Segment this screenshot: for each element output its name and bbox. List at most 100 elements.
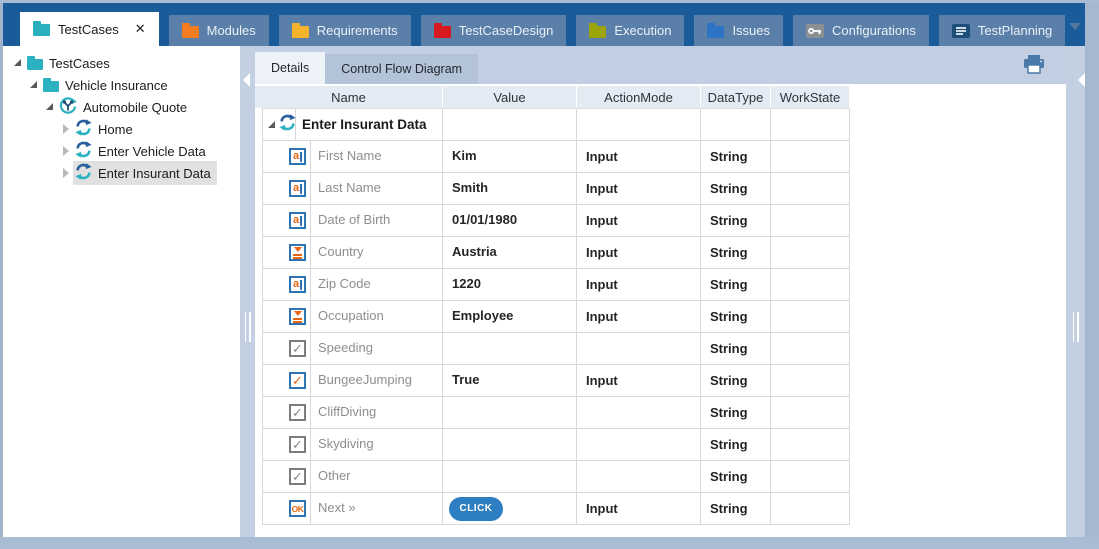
datatype-cell[interactable]: String	[701, 461, 771, 492]
value-cell[interactable]: Austria	[443, 237, 577, 268]
value-cell[interactable]	[443, 461, 577, 492]
tree-item-testcases[interactable]: TestCases	[3, 52, 240, 74]
name-cell[interactable]: First Name	[311, 141, 443, 172]
tree-item-body[interactable]: TestCases	[25, 54, 116, 73]
table-row-occupation[interactable]: Occupation Employee Input String	[262, 301, 850, 333]
collapse-left-icon[interactable]	[243, 73, 250, 87]
tab-issues[interactable]: Issues	[694, 15, 784, 46]
datatype-cell[interactable]: String	[701, 173, 771, 204]
name-cell[interactable]: Zip Code	[311, 269, 443, 300]
tree-item-vehicle-insurance[interactable]: Vehicle Insurance	[3, 74, 240, 96]
tab-testcasedesign[interactable]: TestCaseDesign	[420, 15, 567, 46]
actionmode-cell[interactable]: Input	[577, 173, 701, 204]
expander-open-icon[interactable]	[27, 78, 41, 92]
print-icon[interactable]	[1023, 55, 1045, 74]
value-cell[interactable]	[443, 397, 577, 428]
value-cell[interactable]: 1220	[443, 269, 577, 300]
splitter-grip-icon[interactable]	[1072, 312, 1079, 342]
name-cell[interactable]: Last Name	[311, 173, 443, 204]
value-cell[interactable]: Smith	[443, 173, 577, 204]
tab-testplanning[interactable]: TestPlanning	[938, 15, 1066, 46]
row-icon-gutter[interactable]: OK	[262, 493, 311, 524]
actionmode-cell[interactable]	[577, 397, 701, 428]
tab-requirements[interactable]: Requirements	[278, 15, 411, 46]
datatype-cell[interactable]: String	[701, 269, 771, 300]
expander-closed-icon[interactable]	[59, 144, 73, 158]
root-gutter[interactable]	[262, 109, 296, 140]
empty-cell[interactable]	[701, 109, 771, 140]
tab-configurations[interactable]: Configurations	[793, 15, 929, 46]
workstate-cell[interactable]	[771, 301, 850, 332]
tree-item-automobile-quote[interactable]: Automobile Quote	[3, 96, 240, 118]
empty-cell[interactable]	[771, 109, 850, 140]
table-row-last-name[interactable]: a Last Name Smith Input String	[262, 173, 850, 205]
expander-closed-icon[interactable]	[59, 122, 73, 136]
row-icon-gutter[interactable]	[262, 301, 311, 332]
row-icon-gutter[interactable]: ✓	[262, 461, 311, 492]
name-cell[interactable]: CliffDiving	[311, 397, 443, 428]
column-header-workstate[interactable]: WorkState	[771, 86, 850, 108]
table-row-speeding[interactable]: ✓ Speeding String	[262, 333, 850, 365]
table-row-cliffdiving[interactable]: ✓ CliffDiving String	[262, 397, 850, 429]
row-icon-gutter[interactable]	[262, 237, 311, 268]
actionmode-cell[interactable]: Input	[577, 205, 701, 236]
actionmode-cell[interactable]: Input	[577, 237, 701, 268]
datatype-cell[interactable]: String	[701, 429, 771, 460]
value-cell[interactable]: Kim	[443, 141, 577, 172]
empty-cell[interactable]	[577, 109, 701, 140]
name-cell[interactable]: BungeeJumping	[311, 365, 443, 396]
expander-open-icon[interactable]	[43, 100, 57, 114]
expander-open-icon[interactable]	[11, 56, 25, 70]
datatype-cell[interactable]: String	[701, 141, 771, 172]
datatype-cell[interactable]: String	[701, 397, 771, 428]
table-row-other[interactable]: ✓ Other String	[262, 461, 850, 493]
name-cell[interactable]: Date of Birth	[311, 205, 443, 236]
actionmode-cell[interactable]: Input	[577, 301, 701, 332]
datatype-cell[interactable]: String	[701, 205, 771, 236]
table-row-date-of-birth[interactable]: a Date of Birth 01/01/1980 Input String	[262, 205, 850, 237]
table-row-next-[interactable]: OK Next » CLICK Input String	[262, 493, 850, 525]
tab-testcases[interactable]: TestCases ✕	[20, 12, 159, 46]
workstate-cell[interactable]	[771, 141, 850, 172]
table-row-first-name[interactable]: a First Name Kim Input String	[262, 141, 850, 173]
row-icon-gutter[interactable]: a	[262, 205, 311, 236]
actionmode-cell[interactable]	[577, 461, 701, 492]
workstate-cell[interactable]	[771, 461, 850, 492]
value-cell[interactable]: CLICK	[443, 493, 577, 524]
datatype-cell[interactable]: String	[701, 301, 771, 332]
row-icon-gutter[interactable]: a	[262, 141, 311, 172]
row-icon-gutter[interactable]: a	[262, 269, 311, 300]
value-cell[interactable]	[443, 333, 577, 364]
workstate-cell[interactable]	[771, 269, 850, 300]
name-cell[interactable]: Next »	[311, 493, 443, 524]
tree-item-body[interactable]: Enter Insurant Data	[73, 161, 217, 185]
datatype-cell[interactable]: String	[701, 493, 771, 524]
root-name-cell[interactable]: Enter Insurant Data	[296, 109, 443, 140]
table-row-zip-code[interactable]: a Zip Code 1220 Input String	[262, 269, 850, 301]
datatype-cell[interactable]: String	[701, 237, 771, 268]
detailstab-control-flow-diagram[interactable]: Control Flow Diagram	[325, 54, 479, 84]
tree-item-body[interactable]: Vehicle Insurance	[41, 76, 174, 95]
column-header-value[interactable]: Value	[443, 86, 577, 108]
row-icon-gutter[interactable]: a	[262, 173, 311, 204]
workstate-cell[interactable]	[771, 205, 850, 236]
column-header-datatype[interactable]: DataType	[701, 86, 771, 108]
name-cell[interactable]: Skydiving	[311, 429, 443, 460]
table-row-bungeejumping[interactable]: ✓ BungeeJumping True Input String	[262, 365, 850, 397]
expander-open-icon[interactable]	[265, 118, 279, 132]
expander-closed-icon[interactable]	[59, 166, 73, 180]
workstate-cell[interactable]	[771, 397, 850, 428]
row-icon-gutter[interactable]: ✓	[262, 333, 311, 364]
workstate-cell[interactable]	[771, 333, 850, 364]
row-icon-gutter[interactable]: ✓	[262, 397, 311, 428]
column-header-actionmode[interactable]: ActionMode	[577, 86, 701, 108]
close-icon[interactable]: ✕	[134, 21, 146, 36]
name-cell[interactable]: Country	[311, 237, 443, 268]
value-cell[interactable]: Employee	[443, 301, 577, 332]
value-cell[interactable]	[443, 429, 577, 460]
row-icon-gutter[interactable]: ✓	[262, 429, 311, 460]
actionmode-cell[interactable]	[577, 429, 701, 460]
empty-cell[interactable]	[443, 109, 577, 140]
actionmode-cell[interactable]: Input	[577, 493, 701, 524]
tree-item-home[interactable]: Home	[3, 118, 240, 140]
